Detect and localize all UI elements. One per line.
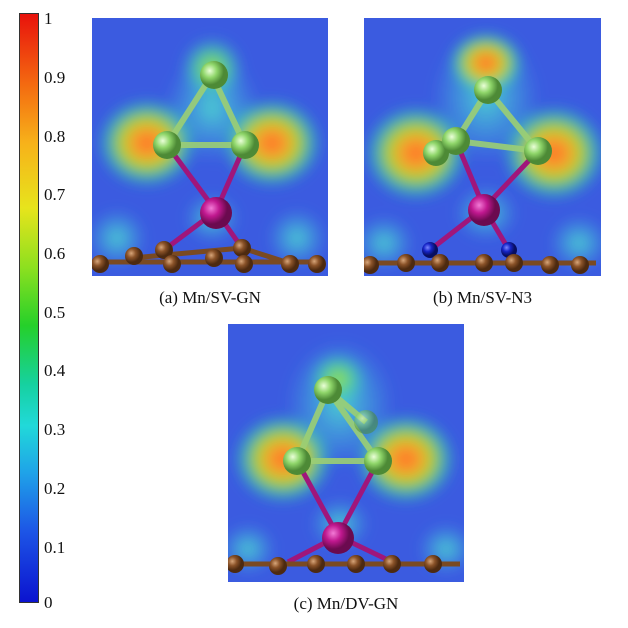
- panel-b-caption: (b) Mn/SV-N3: [432, 288, 533, 307]
- panel-c-image: [228, 324, 464, 582]
- tick-0.6: 0.6: [44, 244, 66, 263]
- tick-0.9: 0.9: [44, 68, 66, 87]
- tick-0.5: 0.5: [44, 303, 66, 322]
- panel-a-image: [92, 18, 328, 276]
- tick-0.3: 0.3: [44, 420, 66, 439]
- tick-0.2: 0.2: [44, 479, 66, 498]
- panel-a-caption: (a) Mn/SV-GN: [159, 288, 261, 307]
- tick-0.1: 0.1: [44, 538, 66, 557]
- panel-b-image: [364, 18, 601, 276]
- colorbar: [19, 13, 39, 603]
- tick-0.8: 0.8: [44, 127, 66, 146]
- tick-1: 1: [44, 9, 53, 28]
- tick-0: 0: [44, 593, 53, 612]
- tick-0.7: 0.7: [44, 185, 66, 204]
- panel-c-caption: (c) Mn/DV-GN: [293, 594, 399, 613]
- tick-0.4: 0.4: [44, 361, 66, 380]
